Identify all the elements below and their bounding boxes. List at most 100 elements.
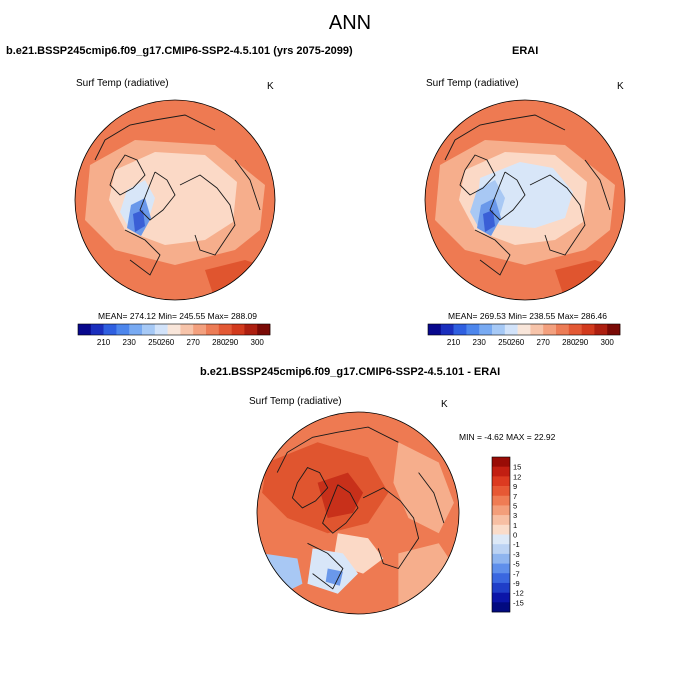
panel2-colorbar-swatch-12	[581, 324, 595, 335]
panel1-colorbar-swatch-4	[129, 324, 143, 335]
panel1-colorbar-frame	[77, 323, 271, 336]
panel3-colorbar-swatch-13	[492, 582, 510, 593]
panel1-colorbar-swatch-0	[78, 324, 92, 335]
panel1-colorbar-swatch-6	[154, 324, 168, 335]
panel1-colorbar-tick-label-1: 230	[123, 338, 137, 347]
panel2-base-field	[425, 100, 625, 300]
panel1-contour-9	[205, 260, 275, 300]
panel1-title: b.e21.BSSP245cmip6.f09_g17.CMIP6-SSP2-4.…	[6, 45, 353, 57]
panel3-contour-3	[332, 533, 384, 574]
panel3-colorbar-tick-label-5: 3	[513, 511, 517, 520]
panel1-colorbar-swatch-7	[167, 324, 181, 335]
panel3-stats: MIN = -4.62 MAX = 22.92	[459, 432, 556, 442]
panel3-colorbar-tick-label-9: -3	[513, 550, 520, 559]
panel3-colorbar-swatch-0	[492, 457, 510, 467]
panel2-map-border	[424, 99, 626, 301]
panel1-colorbar-swatch-10	[206, 324, 220, 335]
panel2-contour-1	[425, 230, 625, 300]
panel2-variable: Surf Temp (radiative)	[426, 78, 519, 89]
panel3-colorbar-tick-label-12: -9	[513, 579, 520, 588]
panel1-colorbar-tick-label-6: 290	[225, 338, 239, 347]
panel2-contour-7	[483, 210, 495, 232]
panel1-colorbar-swatch-8	[180, 324, 194, 335]
panel3-contour-1	[317, 472, 364, 518]
panel1-coastline-1	[139, 171, 176, 221]
panel1-colorbar-tick-label-2: 250	[148, 338, 162, 347]
panel1-coastline-4	[94, 114, 216, 161]
panel3-base-field	[257, 412, 459, 614]
panel3-colorbar-tick-label-14: -15	[513, 598, 524, 607]
panel2-colorbar-tick-label-3: 260	[511, 338, 525, 347]
panel1-contour-2	[85, 140, 265, 265]
panel3-coastline-0	[291, 467, 329, 509]
panel2-colorbar-tick-label-7: 300	[601, 338, 615, 347]
panel3-contour-4	[307, 548, 358, 594]
panel3-colorbar-tick-label-11: -7	[513, 569, 520, 578]
panel3-colorbar-swatch-7	[492, 524, 510, 535]
panel3-units: K	[441, 399, 448, 410]
panel1-variable: Surf Temp (radiative)	[76, 78, 169, 89]
panel1-contour-0	[75, 100, 275, 180]
panel3-colorbar-tick-label-10: -5	[513, 560, 520, 569]
panel3-contour-5	[257, 553, 303, 599]
panel3-colorbar-swatch-2	[492, 476, 510, 487]
panel1-colorbar-tick-label-5: 280	[212, 338, 226, 347]
panel1-colorbar-swatch-14	[257, 324, 271, 335]
panel2-colorbar-swatch-11	[568, 324, 582, 335]
panel3-colorbar-tick-label-2: 9	[513, 482, 517, 491]
panel1-contour-1	[75, 230, 275, 300]
panel2-coastline-0	[459, 154, 496, 196]
panel3-colorbar-swatch-1	[492, 466, 510, 477]
panel3-colorbar-tick-label-7: 0	[513, 531, 517, 540]
panel3-colorbar-swatch-14	[492, 592, 510, 603]
panel1-colorbar-swatch-3	[116, 324, 130, 335]
panel3-coastline-4	[276, 426, 399, 473]
panel2-colorbar-swatch-3	[466, 324, 480, 335]
panel2-contour-9	[555, 260, 625, 300]
panel3-colorbar-swatch-4	[492, 495, 510, 506]
panel3-colorbar-tick-label-0: 15	[513, 463, 521, 472]
panel2-coastline-3	[474, 229, 511, 276]
panel1-colorbar-swatch-12	[231, 324, 245, 335]
panel2-colorbar-swatch-0	[428, 324, 442, 335]
panel1-contour-7	[133, 210, 145, 232]
panel2-colorbar-swatch-14	[607, 324, 621, 335]
panel3-colorbar-swatch-10	[492, 553, 510, 564]
panel2-colorbar-frame	[427, 323, 621, 336]
panel2-colorbar-swatch-4	[479, 324, 493, 335]
panel2-contour-6	[477, 198, 501, 236]
panel1-contour-5	[120, 180, 155, 230]
panel2-coastline-1	[489, 171, 526, 221]
panel3-colorbar-swatch-9	[492, 544, 510, 555]
panel2-contour-4	[477, 162, 573, 228]
panel3-coastline-2	[362, 487, 420, 570]
panel3-field	[257, 412, 459, 614]
panel2-colorbar-swatch-2	[453, 324, 467, 335]
panel3-colorbar-tick-label-3: 7	[513, 492, 517, 501]
panel2-contour-0	[425, 100, 625, 180]
panel2-colorbar-swatch-5	[492, 324, 506, 335]
panel1-colorbar-swatch-2	[103, 324, 117, 335]
panel3-title: b.e21.BSSP245cmip6.f09_g17.CMIP6-SSP2-4.…	[200, 366, 501, 378]
panel1-colorbar-tick-label-3: 260	[161, 338, 175, 347]
panel3-colorbar-tick-label-8: -1	[513, 540, 520, 549]
panel1-field	[75, 100, 275, 300]
panel2-contour-2	[435, 140, 615, 265]
panel1-colorbar-swatch-11	[218, 324, 232, 335]
panel2-colorbar-swatch-9	[543, 324, 557, 335]
panel2-coastline-5	[584, 159, 611, 211]
panel3-coastline-3	[307, 542, 344, 590]
panel1-map-border	[74, 99, 276, 301]
panel1-coastline-5	[234, 159, 261, 211]
panel2-colorbar-tick-label-0: 210	[447, 338, 461, 347]
figure-title: ANN	[328, 12, 372, 34]
panel3-colorbar-swatch-11	[492, 563, 510, 574]
panel2-colorbar-swatch-13	[594, 324, 608, 335]
panel3-map-border	[256, 411, 460, 615]
